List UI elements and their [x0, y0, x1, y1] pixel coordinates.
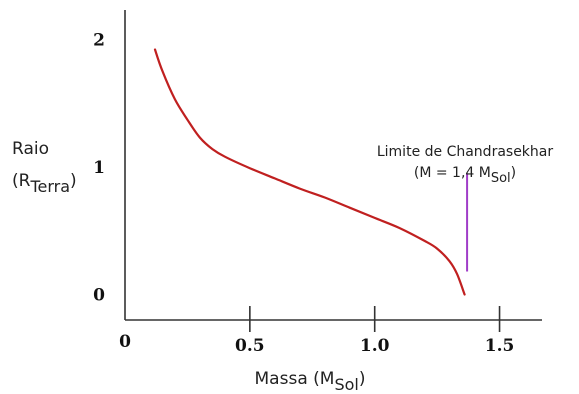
y-axis-label-subscript: Terra	[29, 177, 70, 196]
y-tick-label-0: 0	[93, 285, 105, 305]
ticks: 0.5 1.0 1.5 0 0 1 2	[93, 30, 514, 356]
annotation-label-line1: Limite de Chandrasekhar	[377, 144, 554, 160]
x-origin-label: 0	[119, 332, 131, 352]
x-tick-label-1: 1.0	[360, 336, 390, 356]
series-line-0	[153, 48, 466, 296]
y-axis-label-line1: Raio	[12, 139, 49, 159]
annotation-subscript: Sol	[491, 171, 511, 186]
series-layer	[153, 48, 466, 296]
x-axis-label-subscript: Sol	[334, 375, 358, 394]
y-tick-label-2: 2	[93, 30, 105, 50]
x-tick-label-0: 0.5	[235, 336, 265, 356]
y-tick-label-1: 1	[93, 158, 105, 178]
annotation-label-line2: (M = 1,4 MSol)	[414, 165, 516, 186]
x-tick-label-2: 1.5	[485, 336, 515, 356]
y-axis-label-line2: (RTerra)	[12, 171, 77, 196]
x-axis-label: Massa (MSol)	[255, 369, 366, 394]
axes	[124, 10, 542, 321]
